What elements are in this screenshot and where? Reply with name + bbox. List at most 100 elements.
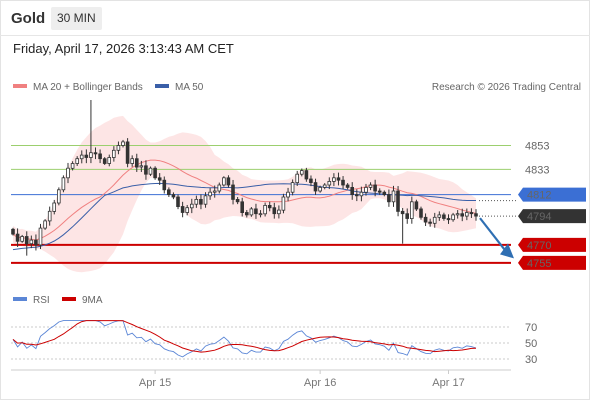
- candle: [102, 157, 107, 165]
- candle: [116, 141, 121, 155]
- candle: [93, 147, 98, 160]
- level-label-4812: 4812: [527, 190, 551, 202]
- candle-body: [341, 179, 345, 186]
- candle: [29, 235, 34, 249]
- candle: [134, 153, 139, 172]
- candle: [414, 199, 419, 211]
- candle: [121, 139, 125, 148]
- candle-body: [185, 207, 190, 213]
- rsi-tick-label: 50: [525, 338, 537, 350]
- candle: [57, 187, 61, 206]
- candle: [130, 155, 135, 167]
- candle-body: [194, 198, 199, 205]
- x-tick-label: Apr 17: [432, 377, 464, 389]
- candle: [244, 209, 249, 218]
- candle: [222, 176, 226, 187]
- candle-body: [226, 177, 231, 186]
- rsi-lines: [12, 320, 477, 358]
- candle-body: [162, 179, 167, 191]
- candle: [194, 195, 199, 208]
- candle-body: [400, 210, 405, 215]
- candle-body: [38, 227, 43, 246]
- candle-body: [387, 194, 391, 203]
- level-tag-4794: [518, 209, 586, 224]
- candle-body: [277, 209, 281, 215]
- candle: [272, 202, 277, 219]
- x-tick-label: Apr 15: [139, 377, 171, 389]
- candle-body: [240, 201, 245, 214]
- candle-body: [354, 194, 359, 197]
- credit-label: Research © 2026 Trading Central: [432, 82, 581, 93]
- candle-body: [304, 170, 309, 180]
- candle-body: [89, 152, 93, 158]
- candle-body: [176, 196, 180, 208]
- candle: [235, 197, 240, 205]
- rsi-tick-label: 70: [525, 322, 537, 334]
- candle: [199, 194, 203, 210]
- candle: [61, 175, 66, 193]
- rsi-legend-label: RSI: [33, 295, 50, 306]
- candle-body: [199, 198, 203, 205]
- candle: [382, 190, 387, 197]
- candle-body: [107, 157, 112, 164]
- candle-body: [34, 239, 38, 246]
- level-label-4755: 4755: [527, 258, 551, 270]
- candle: [84, 149, 89, 164]
- candle-body: [464, 212, 469, 217]
- candle: [332, 173, 336, 187]
- candle: [15, 228, 20, 247]
- candle-body: [313, 182, 318, 192]
- candle-body: [66, 167, 70, 179]
- candle: [47, 206, 52, 226]
- candle: [79, 150, 84, 164]
- candle: [34, 234, 38, 251]
- candle: [299, 168, 304, 177]
- candle-body: [309, 178, 313, 183]
- candle-body: [295, 173, 299, 183]
- candle-body: [112, 149, 116, 158]
- ma20-legend-label: MA 20 + Bollinger Bands: [33, 82, 143, 93]
- candle-body: [98, 153, 102, 160]
- candle-body: [405, 213, 409, 219]
- timeframe-badge[interactable]: 30 MIN: [51, 7, 102, 30]
- candle: [176, 194, 180, 210]
- rsi-ma-legend-label: 9MA: [82, 295, 103, 306]
- ma50-legend-swatch: [155, 84, 169, 88]
- candle: [208, 188, 212, 200]
- candle-body: [451, 214, 455, 221]
- candle-body: [281, 196, 286, 211]
- candle-body: [208, 191, 212, 197]
- candle-body: [474, 213, 478, 217]
- candle-body: [414, 201, 419, 210]
- candle-body: [391, 190, 396, 203]
- candle-body: [15, 233, 20, 242]
- candle: [327, 177, 332, 190]
- forecast-arrow-head: [500, 243, 514, 259]
- candle-body: [116, 145, 121, 151]
- candle-body: [20, 236, 24, 242]
- candle: [112, 146, 116, 162]
- rsi-tick-label: 30: [525, 354, 537, 366]
- candle-body: [93, 152, 98, 155]
- candle-body: [432, 216, 437, 224]
- forecast: [479, 217, 514, 259]
- candle: [148, 166, 153, 176]
- candle-body: [263, 204, 267, 215]
- candle-body: [286, 191, 290, 198]
- candle: [451, 212, 455, 222]
- candle: [423, 213, 428, 226]
- level-label-4794: 4794: [527, 211, 551, 223]
- candle-body: [125, 141, 130, 164]
- candle: [153, 166, 157, 180]
- candle: [432, 212, 437, 228]
- candle: [464, 208, 469, 221]
- candle: [263, 202, 267, 217]
- report-datetime: Friday, April 17, 2026 3:13:43 AM CET: [13, 41, 234, 56]
- candle-body: [130, 158, 135, 164]
- chart-header: Gold 30 MIN: [0, 0, 590, 36]
- rsi-grid: 70 50 30: [11, 322, 537, 366]
- candle: [157, 173, 162, 185]
- candle-body: [437, 214, 442, 218]
- candle-body: [43, 220, 47, 229]
- candle: [75, 156, 80, 166]
